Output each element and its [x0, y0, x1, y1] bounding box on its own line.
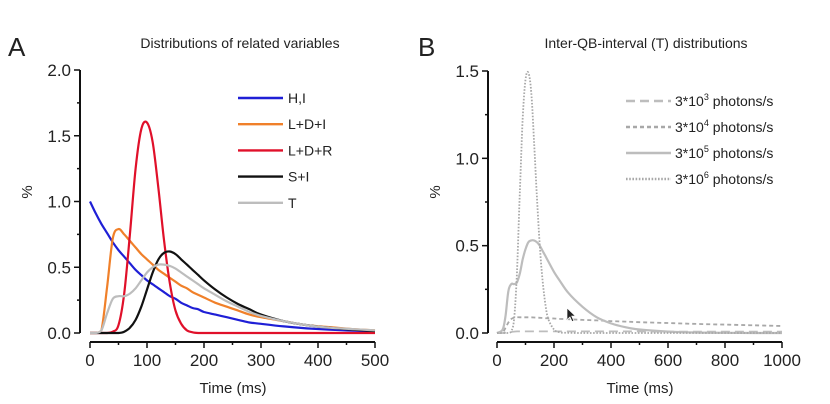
chart-title-b: Inter-QB-interval (T) distributions — [544, 35, 747, 51]
x-axis-label-a: Time (ms) — [200, 380, 267, 397]
y-tick-label: 0.5 — [455, 237, 479, 256]
x-tick-label: 200 — [190, 351, 218, 370]
legend-label: H,I — [288, 90, 306, 106]
legend-label: L+D+I — [288, 116, 326, 132]
mouse-pointer-icon — [566, 307, 577, 323]
series-line-a-4 — [89, 263, 376, 335]
x-tick-label: 400 — [597, 351, 625, 370]
y-tick-label: 0.0 — [47, 324, 71, 343]
panel-label-b: B — [418, 32, 435, 62]
x-tick-label: 500 — [361, 351, 389, 370]
y-tick-label: 1.0 — [47, 193, 71, 212]
y-axis-label-a: % — [19, 185, 36, 198]
x-tick-label: 800 — [711, 351, 739, 370]
series-line-b-2 — [496, 239, 782, 335]
chart-title-a: Distributions of related variables — [140, 35, 339, 51]
y-tick-label: 1.5 — [47, 127, 71, 146]
series-group-a — [89, 120, 376, 335]
legend-a: H,I L+D+I L+D+R S+I T — [238, 90, 332, 211]
x-tick-label: 200 — [540, 351, 568, 370]
x-tick-label: 1000 — [763, 351, 801, 370]
series-line-b-0 — [496, 330, 782, 334]
series-line-a-0 — [89, 201, 376, 333]
panel-a: A Distributions of related variables % T… — [8, 32, 389, 397]
x-tick-label: 600 — [654, 351, 682, 370]
y-axis-label-b: % — [427, 185, 444, 198]
y-tick-label: 0.0 — [455, 324, 479, 343]
x-axis-label-b: Time (ms) — [607, 380, 674, 397]
legend-label: L+D+R — [288, 142, 332, 158]
x-tick-label: 0 — [492, 351, 501, 370]
x-tick-label: 100 — [133, 351, 161, 370]
panel-b: B Inter-QB-interval (T) distributions % … — [418, 32, 801, 397]
y-tick-label: 0.5 — [47, 258, 71, 277]
legend-label: T — [288, 195, 297, 211]
legend-label: 3*104 photons/s — [675, 118, 773, 135]
legend-b: 3*103 photons/s 3*104 photons/s 3*105 phot… — [626, 92, 773, 187]
series-line-a-2 — [89, 120, 375, 335]
x-tick-label: 400 — [304, 351, 332, 370]
series-line-a-1 — [89, 227, 376, 335]
axes-a: 0.0 0.5 1.0 1.5 2.0 0 100 200 300 400 500 — [47, 61, 389, 370]
legend-label: 3*106 photons/s — [675, 170, 773, 187]
axes-b: 0.0 0.5 1.0 1.5 0 200 400 600 800 1000 — [455, 62, 801, 370]
x-tick-label: 0 — [85, 351, 94, 370]
legend-label: S+I — [288, 169, 309, 185]
legend-label: 3*105 photons/s — [675, 144, 773, 161]
y-tick-label: 2.0 — [47, 61, 71, 80]
legend-label: 3*103 photons/s — [675, 92, 773, 109]
x-tick-label: 300 — [247, 351, 275, 370]
y-tick-label: 1.0 — [455, 149, 479, 168]
series-line-a-3 — [89, 250, 376, 335]
series-group-b — [496, 70, 783, 335]
series-line-b-3 — [496, 70, 782, 334]
panel-label-a: A — [8, 32, 26, 62]
y-tick-label: 1.5 — [455, 62, 479, 81]
